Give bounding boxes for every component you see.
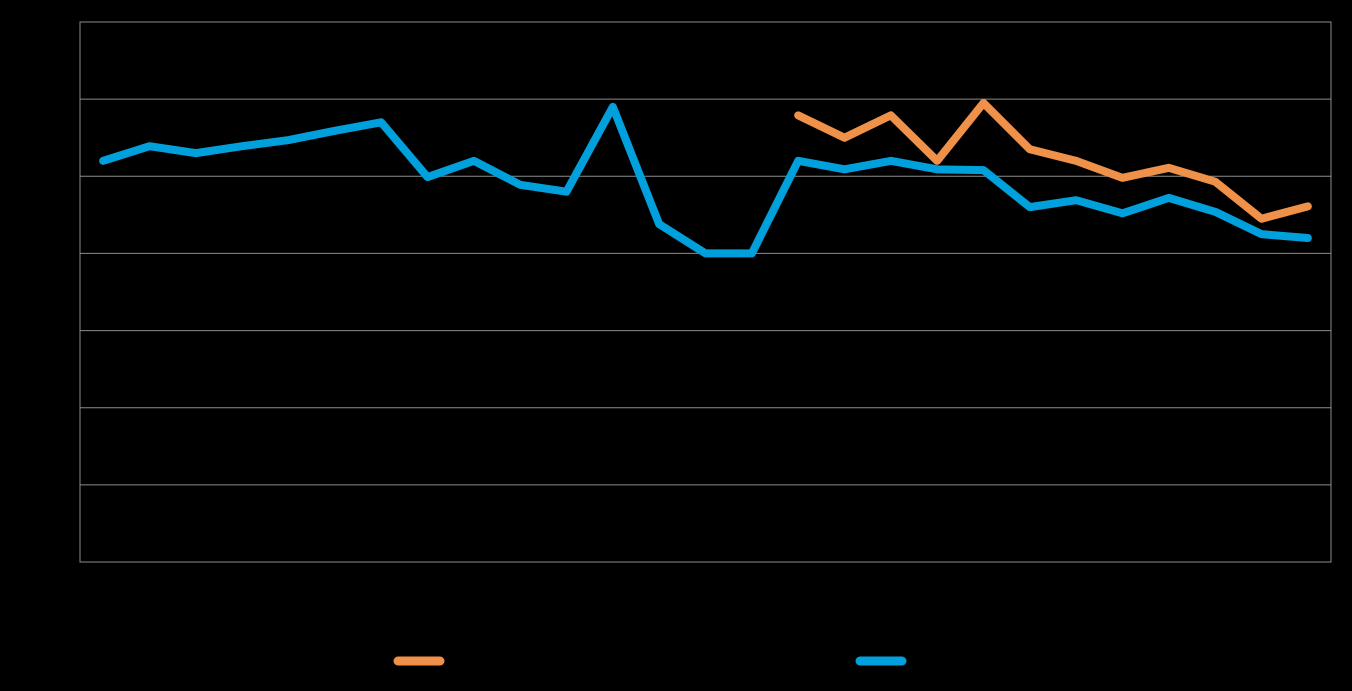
series-line [794,99,1312,223]
series-line [99,102,1312,258]
plot-border [79,21,1332,563]
